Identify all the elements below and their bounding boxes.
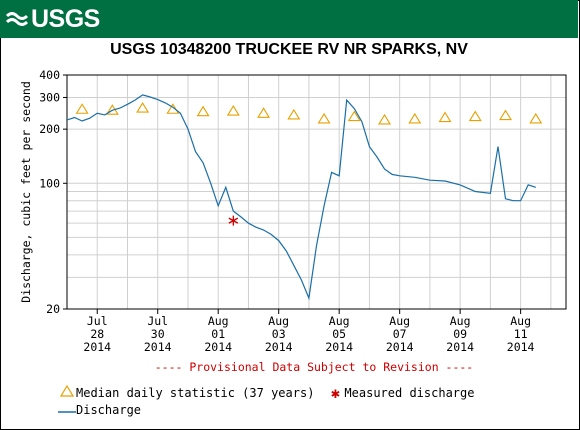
median-series [75,101,543,125]
median-marker [378,113,392,125]
x-tick-label: Aug [510,314,531,328]
median-marker [499,109,512,121]
legend-item-measured: ✱ Measured discharge [326,383,475,402]
header-bar: USGS [0,0,578,38]
x-tick-label: Aug [208,314,229,328]
legend-median-label: Median daily statistic (37 years) [76,385,315,400]
y-axis-label: Discharge, cubic feet per second [19,81,33,303]
line-icon [58,403,76,417]
y-tick-label: 100 [39,176,60,190]
legend-item-discharge: Discharge [58,403,141,417]
x-tick-label: Jul [147,314,168,328]
legend-row: Median daily statistic (37 years) ✱ Meas… [58,383,486,402]
x-tick-label: 30 [151,327,165,341]
y-tick-label: 300 [39,90,60,104]
x-tick-label: 2014 [446,340,474,354]
triangle-icon [58,384,76,400]
legend-measured-label: Measured discharge [344,385,475,400]
x-tick-label: Aug [268,314,289,328]
x-tick-label: Jul [87,314,108,328]
y-tick-label: 400 [39,68,60,82]
x-tick-label: 03 [272,327,286,341]
chart-title: USGS 10348200 TRUCKEE RV NR SPARKS, NV [110,41,468,58]
x-tick-label: 2014 [83,340,111,354]
median-marker [287,108,301,120]
discharge-series-line [66,94,536,301]
median-marker [136,101,150,113]
x-tick-label: 09 [453,327,467,341]
x-tick-label: 2014 [507,340,535,354]
median-marker [438,111,452,123]
asterisk-icon: ✱ [330,383,340,402]
median-marker [196,105,210,117]
y-tick-label: 20 [46,302,60,316]
x-tick-label: Aug [389,314,410,328]
x-tick-label: Aug [450,314,471,328]
x-tick-label: 05 [332,327,346,341]
median-marker [468,110,482,122]
median-marker [257,107,271,118]
legend-item-median: Median daily statistic (37 years) [58,384,315,400]
y-axis: 20 100 200 300 400 [39,68,67,316]
legend: Median daily statistic (37 years) ✱ Meas… [58,384,486,418]
provisional-annotation: ---- Provisional Data Subject to Revisio… [155,360,474,374]
x-tick-label: 2014 [204,340,232,354]
median-marker [408,112,422,124]
median-marker [75,103,89,114]
usgs-wave-icon [6,12,28,26]
median-marker [347,110,361,122]
usgs-logo: USGS [6,4,100,34]
x-tick-label: Aug [329,314,350,328]
legend-row: Discharge [58,401,486,418]
measured-series [228,215,239,226]
x-tick-label: 28 [90,327,104,341]
x-axis: Jul282014Jul302014Aug012014Aug032014Aug0… [83,309,535,354]
measured-marker [228,215,239,226]
x-tick-label: 07 [393,327,407,341]
y-tick-label: 200 [39,122,60,136]
plot-area-border [66,74,567,310]
x-tick-label: 2014 [325,340,353,354]
median-marker [317,112,331,124]
x-tick-label: 2014 [144,340,172,354]
legend-discharge-label: Discharge [76,402,142,417]
x-tick-label: 01 [211,327,225,341]
median-marker [529,112,543,124]
usgs-logo-text: USGS [31,4,100,33]
median-marker [226,105,240,116]
x-tick-label: 2014 [386,340,414,354]
x-tick-label: 2014 [265,340,293,354]
x-tick-label: 11 [514,327,528,341]
